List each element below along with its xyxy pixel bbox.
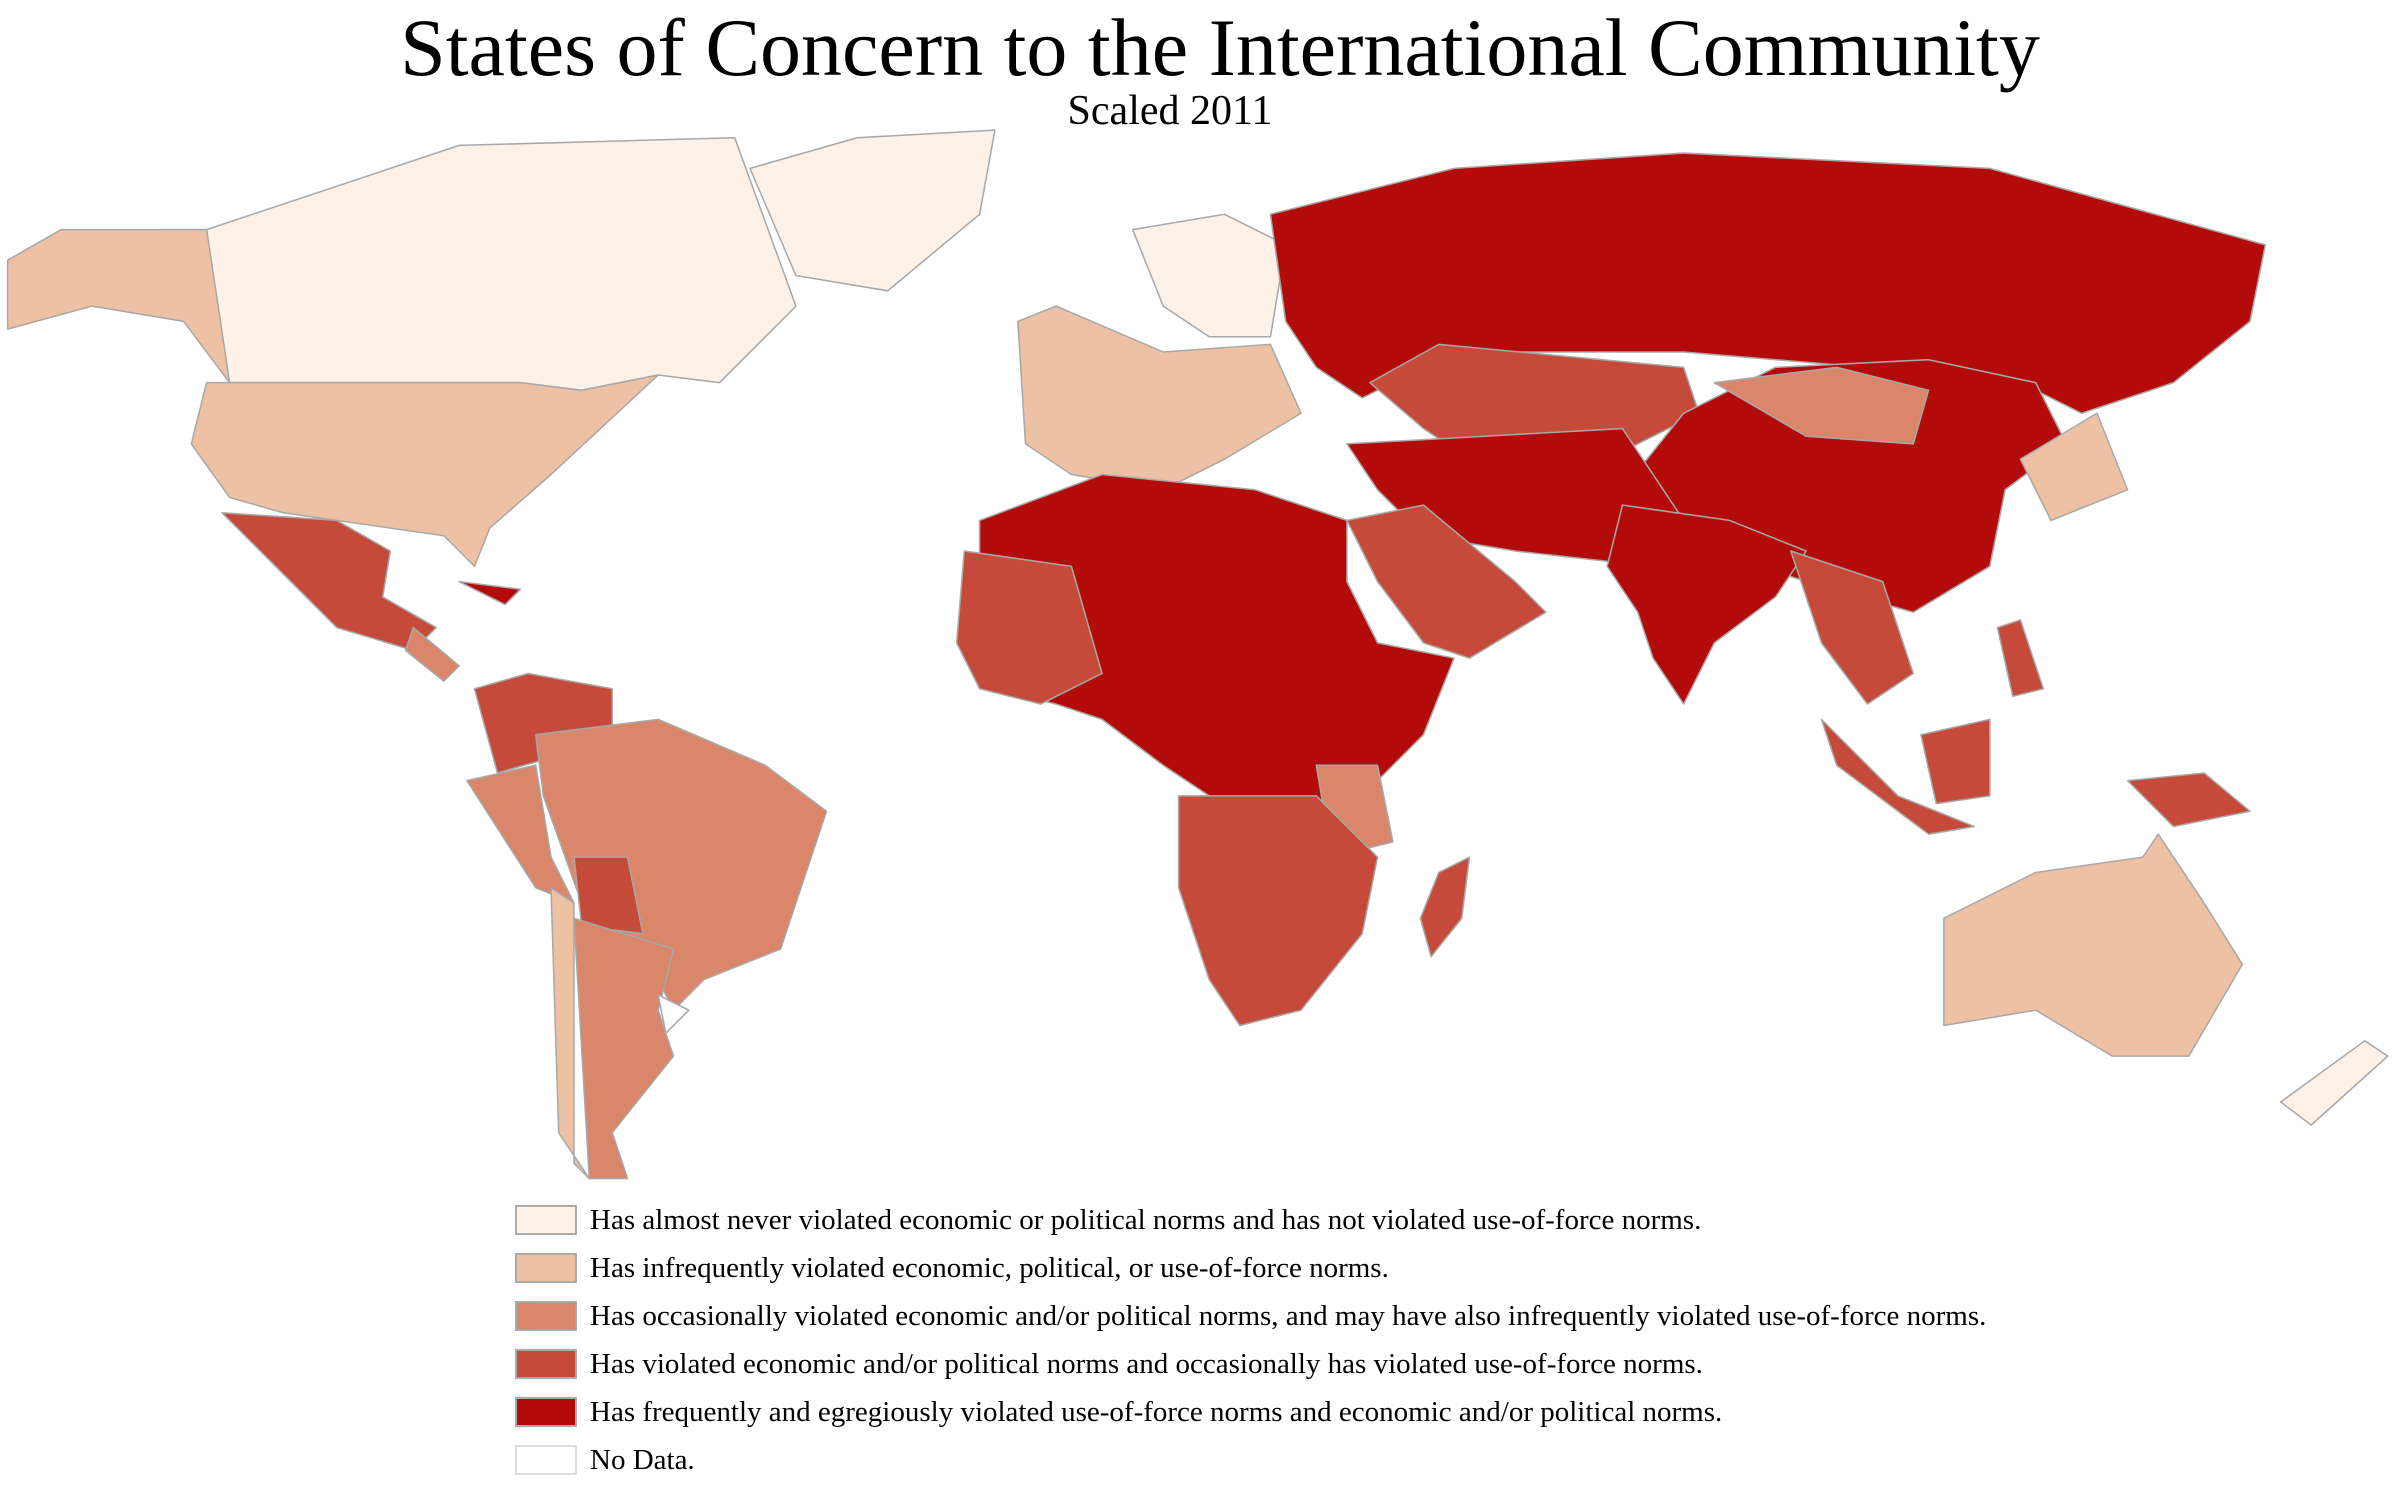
region-chile: [550, 886, 591, 1180]
legend-item: Has occasionally violated economic and/o…: [515, 1292, 1986, 1340]
legend-swatch: [515, 1205, 577, 1235]
legend-item: Has infrequently violated economic, poli…: [515, 1244, 1986, 1292]
legend-label: No Data.: [590, 1443, 695, 1476]
region-alaska: [6, 228, 231, 384]
region-peru: [466, 764, 575, 904]
region-russia: [1269, 152, 2267, 415]
region-papua: [2126, 772, 2251, 828]
region-canada: [159, 136, 797, 392]
legend-swatch: [515, 1445, 577, 1475]
legend-label: Has frequently and egregiously violated …: [590, 1395, 1723, 1428]
region-australia: [1943, 833, 2244, 1057]
region-sumatra: [1820, 718, 1976, 835]
region-usa: [190, 374, 659, 568]
legend-label: Has infrequently violated economic, poli…: [590, 1251, 1389, 1284]
legend-label: Has almost never violated economic or po…: [590, 1203, 1702, 1236]
region-arabia: [1346, 504, 1547, 659]
region-west-africa: [955, 550, 1103, 705]
region-uruguay: [657, 994, 690, 1034]
legend-swatch: [515, 1253, 577, 1283]
legend-item: Has violated economic and/or political n…: [515, 1340, 1986, 1388]
region-brazil: [534, 718, 828, 1011]
region-argentina: [573, 917, 675, 1180]
region-india: [1606, 504, 1807, 705]
map-subtitle: Scaled 2011: [1067, 88, 1273, 134]
legend-label: Has violated economic and/or political n…: [590, 1347, 1703, 1380]
legend-label: Has occasionally violated economic and/o…: [590, 1299, 1987, 1332]
region-mongolia: [1713, 366, 1930, 445]
region-japan: [2019, 412, 2129, 522]
region-borneo: [1920, 718, 1991, 805]
region-scandinavia: [1131, 213, 1287, 338]
map-title: States of Concern to the International C…: [400, 2, 2040, 93]
region-madagascar: [1419, 856, 1471, 958]
region-cuba: [458, 580, 522, 606]
region-southeast-asia: [1790, 550, 1915, 705]
region-southern-africa: [1177, 795, 1379, 1027]
region-philippines: [1996, 619, 2045, 698]
legend-swatch: [515, 1301, 577, 1331]
region-new-zealand: [2279, 1040, 2389, 1126]
legend-item: Has almost never violated economic or po…: [515, 1196, 1986, 1244]
legend-swatch: [515, 1349, 577, 1379]
region-europe: [1017, 305, 1302, 491]
region-bolivia: [573, 856, 644, 935]
region-central-america: [404, 626, 460, 682]
region-mexico: [221, 511, 437, 652]
region-greenland: [749, 129, 996, 292]
legend-item: Has frequently and egregiously violated …: [515, 1388, 1986, 1436]
legend-item: No Data.: [515, 1436, 1986, 1484]
legend: Has almost never violated economic or po…: [515, 1196, 1986, 1484]
legend-swatch: [515, 1397, 577, 1427]
